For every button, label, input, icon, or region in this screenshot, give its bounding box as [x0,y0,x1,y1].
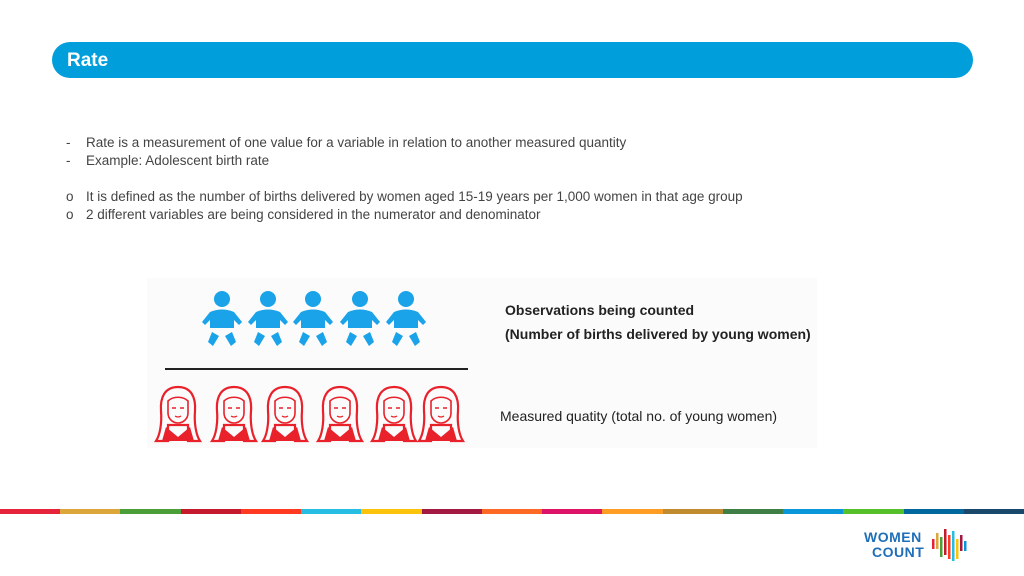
woman-icon [260,385,310,443]
denominator-label: Measured quatity (total no. of young wom… [500,408,778,424]
numerator-label: Observations being counted [505,302,695,318]
bullet-dash: - [66,135,71,150]
logo-bars-icon [932,529,967,561]
color-stripe-segment [602,509,663,514]
color-stripe-segment [120,509,181,514]
baby-icon [248,291,288,346]
color-stripe-segment [0,509,61,514]
bullet-circle: o [66,207,74,222]
color-stripe-segment [301,509,362,514]
color-stripe-segment [421,509,482,514]
color-stripe-segment [662,509,723,514]
bullet-item: o It is defined as the number of births … [66,188,866,206]
bullet-circle: o [66,189,74,204]
woman-icon [416,385,466,443]
bullet-text: Example: Adolescent birth rate [86,153,270,168]
bullet-text: It is defined as the number of births de… [86,189,743,204]
bullet-item: - Rate is a measurement of one value for… [66,134,866,152]
baby-icon [340,291,380,346]
bullet-item: o 2 different variables are being consid… [66,206,866,224]
bullet-dash: - [66,153,71,168]
color-stripe-segment [60,509,121,514]
bullet-item: - Example: Adolescent birth rate [66,152,866,170]
color-stripe-segment [240,509,302,514]
color-stripe-segment [361,509,422,514]
bullet-text: Rate is a measurement of one value for a… [86,135,627,150]
rate-fraction-graphic [153,291,468,443]
bullet-list: - Rate is a measurement of one value for… [66,134,866,224]
color-stripe-segment [722,509,784,514]
woman-icon [209,385,259,443]
color-stripe-segment [843,509,904,514]
color-stripe-segment [903,509,964,514]
color-stripe-segment [783,509,844,514]
logo-text-women: WOMEN [864,529,922,545]
woman-icon [315,385,365,443]
title-bar: Rate [52,42,973,78]
color-stripe-segment [180,509,241,514]
baby-icon [293,291,333,346]
color-stripe-segment [542,509,603,514]
logo-text-count: COUNT [872,544,925,560]
numerator-label-detail: (Number of births delivered by young wom… [505,326,811,342]
rate-illustration: Observations being counted (Number of bi… [147,278,817,448]
color-stripe-segment [963,509,1024,514]
baby-icon [202,291,242,346]
baby-icon [386,291,426,346]
color-stripe-segment [481,509,543,514]
woman-icon [369,385,419,443]
bullet-text: 2 different variables are being consider… [86,207,541,222]
color-stripe-bar [0,509,1024,514]
women-count-logo: WOMEN COUNT [862,527,974,567]
woman-icon [153,385,203,443]
page-title: Rate [67,50,109,71]
